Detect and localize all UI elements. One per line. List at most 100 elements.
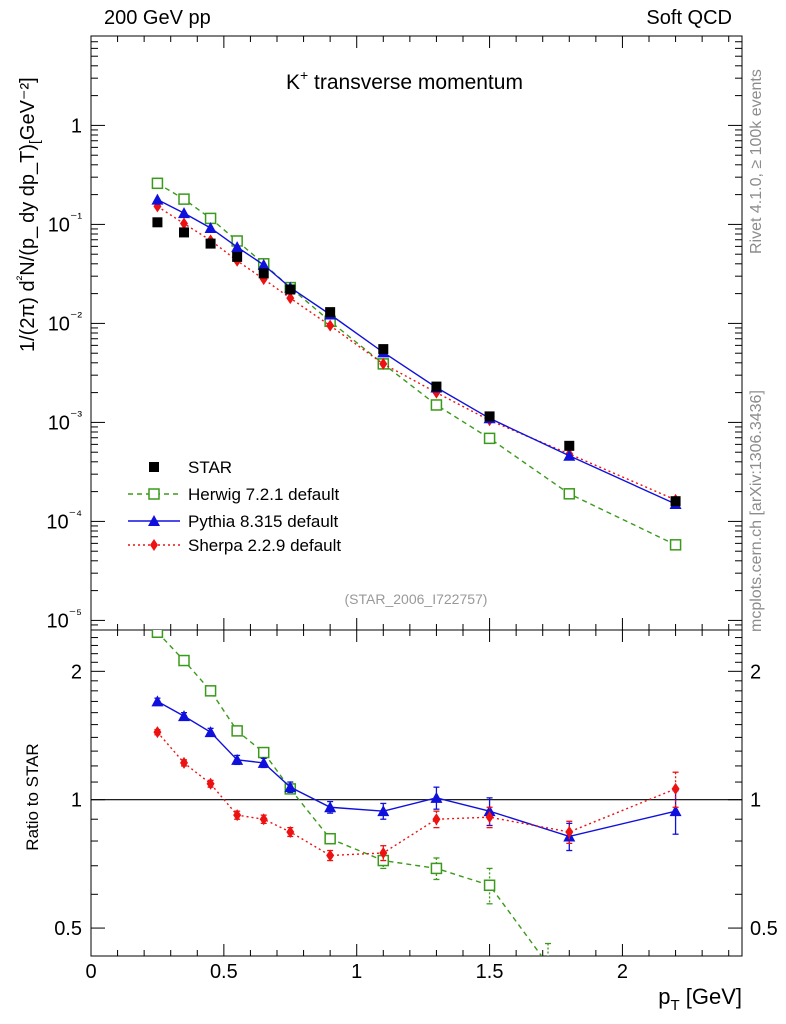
main-line-sherpa: [157, 205, 676, 501]
chart-title: K+ transverse momentum: [286, 67, 523, 94]
ratio-y-tick-label-right: 1: [750, 790, 761, 812]
ratio-point-sherpa: [233, 809, 242, 822]
main-point-herwig: [483, 432, 496, 445]
ratio-point-sherpa: [206, 777, 215, 790]
main-point-pythia: [178, 207, 190, 219]
ratio-y-axis-label: Ratio to STAR: [23, 743, 42, 850]
main-point-herwig: [669, 539, 682, 551]
legend-marker-sherpa: [150, 539, 158, 551]
ratio-y-tick-label-right: 0.5: [750, 918, 778, 940]
x-tick-label: 0: [85, 961, 96, 983]
legend-marker-herwig: [148, 488, 160, 500]
ratio-point-pythia: [669, 805, 682, 817]
ratio-point-sherpa: [180, 756, 188, 769]
y-tick-label: 10⁻²: [48, 308, 83, 335]
main-line-pythia: [157, 198, 676, 505]
ratio-point-herwig: [178, 654, 190, 667]
legend-marker-pythia: [148, 515, 160, 526]
main-point-data: [564, 440, 575, 451]
ratio-point-pythia: [204, 726, 217, 738]
ratio-point-herwig: [151, 630, 164, 638]
ratio-point-sherpa: [286, 825, 295, 838]
main-point-data: [378, 344, 389, 355]
main-point-data: [285, 284, 296, 295]
main-point-pythia: [231, 241, 244, 253]
legend-label-sherpa: Sherpa 2.2.9 default: [188, 536, 341, 555]
header-right: Soft QCD: [646, 7, 732, 29]
main-point-data: [670, 496, 681, 507]
main-point-sherpa: [379, 357, 388, 370]
ratio-point-herwig: [257, 746, 270, 759]
main-point-herwig: [204, 212, 217, 225]
y-tick-label: 10⁻⁵: [47, 605, 82, 632]
ratio-line-sherpa: [156, 731, 676, 857]
x-tick-label: 1: [351, 961, 362, 983]
header-left: 200 GeV pp: [104, 7, 211, 29]
ratio-series-herwig: [151, 630, 553, 970]
y-tick-label: 10⁻⁴: [46, 506, 82, 533]
main-point-sherpa: [326, 319, 335, 332]
ratio-line-herwig: [156, 631, 543, 956]
main-point-sherpa: [180, 217, 188, 230]
legend-marker-data: [149, 462, 159, 472]
x-tick-label: 1.5: [476, 961, 504, 983]
main-point-data: [205, 238, 216, 249]
ratio-point-pythia: [257, 756, 270, 768]
ratio-point-sherpa: [259, 813, 268, 826]
main-point-data: [484, 411, 495, 422]
ratio-y-tick-label: 0.5: [54, 918, 82, 940]
x-tick-label: 0.5: [210, 961, 238, 983]
ratio-y-tick-label: 2: [71, 661, 82, 683]
main-point-pythia: [257, 258, 270, 270]
ratio-point-herwig: [483, 879, 496, 892]
main-point-herwig: [563, 488, 576, 500]
main-point-data: [325, 307, 336, 318]
ratio-y-tick-label-right: 2: [750, 661, 761, 683]
ratio-point-herwig: [231, 725, 243, 737]
main-point-pythia: [563, 449, 576, 461]
main-point-pythia: [151, 193, 164, 205]
x-tick-label: 2: [617, 961, 628, 983]
ratio-y-tick-label: 1: [71, 790, 82, 812]
main-point-data: [232, 251, 243, 262]
ratio-point-pythia: [483, 805, 496, 817]
ratio-point-sherpa: [153, 726, 162, 739]
ratio-point-pythia: [324, 801, 337, 813]
main-point-pythia: [204, 221, 217, 233]
ratio-point-pythia: [284, 781, 297, 793]
main-point-data: [179, 227, 189, 238]
analysis-id-watermark: (STAR_2006_I722757): [345, 591, 488, 607]
ratio-point-pythia: [231, 753, 244, 765]
ratio-point-sherpa: [671, 782, 680, 795]
ratio-plot-frame: [90, 629, 743, 957]
main-point-data: [431, 381, 442, 392]
ratio-point-sherpa: [326, 849, 335, 862]
main-point-herwig: [178, 193, 190, 205]
ratio-point-pythia: [178, 710, 190, 722]
y-axis-label: 1/(2π) d²N/(p_ dy dp_T)[GeV⁻²]: [13, 77, 42, 352]
ratio-series-sherpa: [153, 726, 680, 862]
ratio-point-pythia: [430, 791, 443, 803]
main-series-data: [152, 217, 681, 507]
ratio-point-pythia: [151, 695, 164, 707]
ratio-point-pythia: [377, 805, 390, 817]
ratio-point-sherpa: [432, 813, 441, 826]
main-point-sherpa: [286, 292, 295, 305]
legend-label-pythia: Pythia 8.315 default: [188, 512, 339, 531]
main-point-data: [258, 268, 269, 279]
ratio-point-sherpa: [379, 846, 388, 859]
ratio-point-herwig: [324, 832, 336, 845]
main-point-herwig: [151, 177, 164, 190]
legend-label-data: STAR: [188, 458, 232, 477]
legend-label-herwig: Herwig 7.2.1 default: [188, 485, 339, 504]
ratio-line-pythia: [157, 700, 676, 838]
ratio-point-herwig: [204, 685, 217, 697]
y-tick-label: 10⁻¹: [48, 209, 83, 236]
y-tick-label: 10⁻³: [48, 407, 83, 434]
ratio-point-herwig: [543, 960, 553, 970]
ratio-point-herwig: [430, 862, 443, 875]
main-point-herwig: [430, 399, 443, 411]
ratio-point-sherpa: [485, 811, 494, 824]
ratio-point-sherpa: [565, 825, 574, 838]
